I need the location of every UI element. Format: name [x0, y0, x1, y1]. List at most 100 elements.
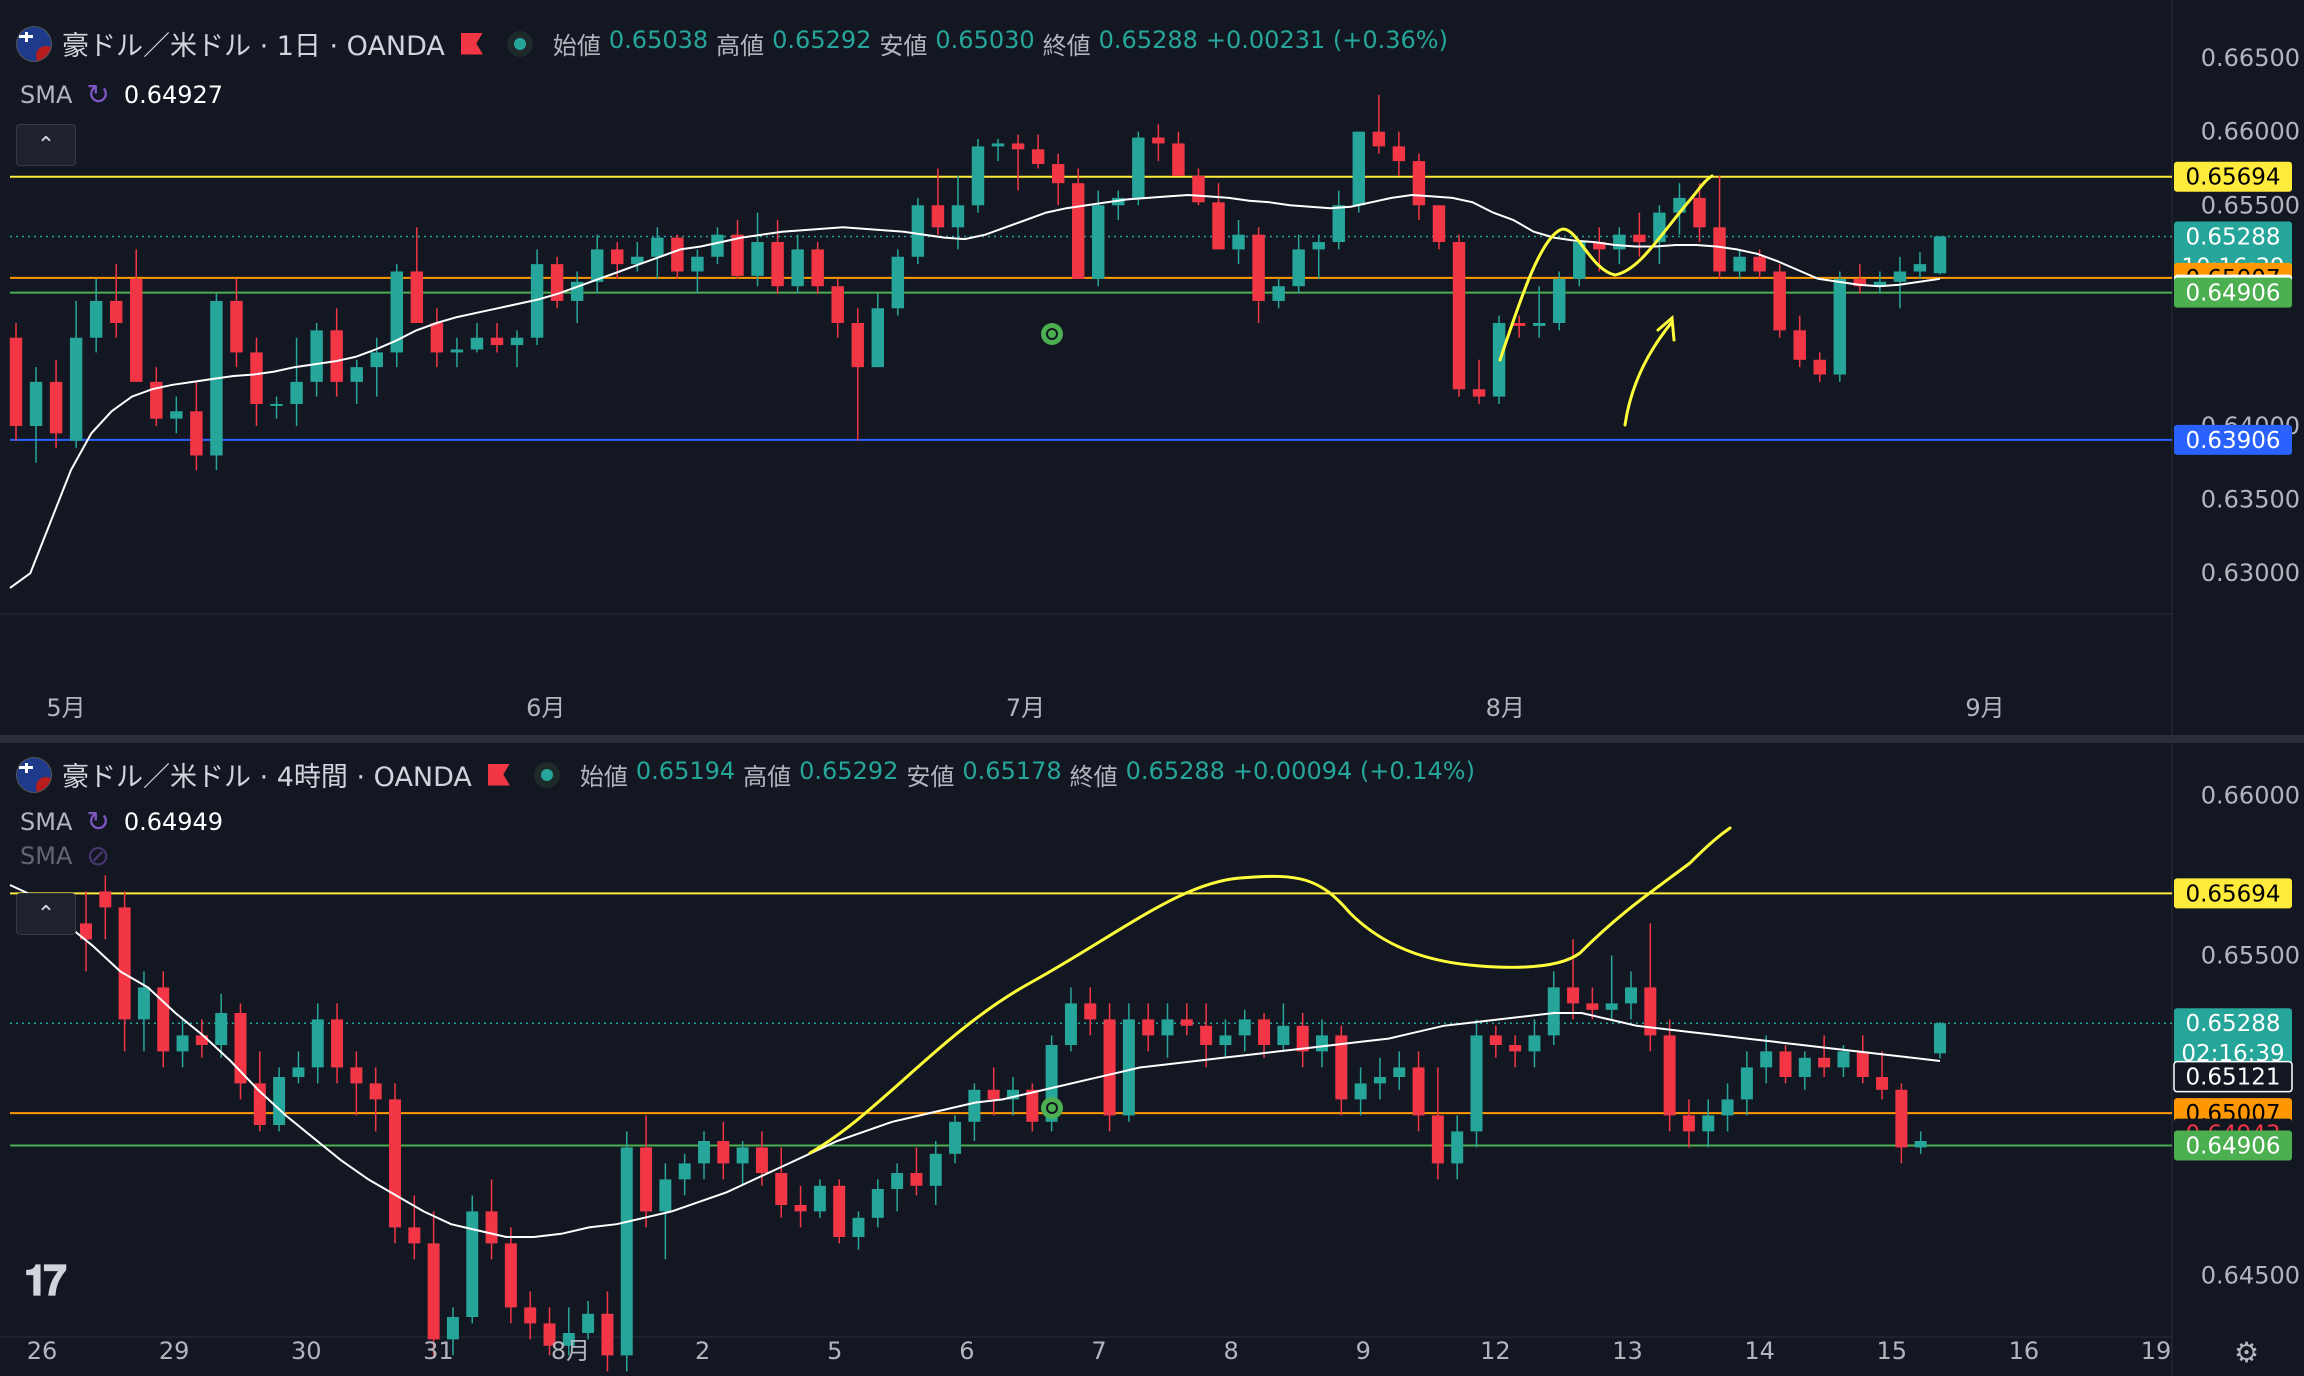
- candle-body: [89, 300, 103, 338]
- candle-body: [9, 337, 23, 427]
- candle-body: [1132, 137, 1145, 198]
- candle-body: [1633, 234, 1646, 243]
- candle-body: [971, 146, 985, 206]
- candle-body: [1103, 1019, 1116, 1116]
- time-axis-label: 6: [959, 1337, 974, 1365]
- candle-body: [891, 1173, 904, 1189]
- candle-body: [1431, 1115, 1444, 1164]
- aud-flag-icon: [16, 25, 52, 62]
- daily-chart-pane[interactable]: 0.665000.660000.655000.640000.635000.630…: [0, 0, 2304, 735]
- price-tag: 0.65694: [2174, 878, 2292, 909]
- time-axis-label: 8月: [551, 1337, 590, 1365]
- time-axis-label: 16: [2009, 1337, 2040, 1365]
- candle-body: [1312, 242, 1325, 250]
- refresh-icon[interactable]: ↻: [86, 78, 110, 111]
- candle-body: [1161, 1019, 1174, 1036]
- candle-body: [1007, 1089, 1019, 1100]
- daily-symbol-title[interactable]: 豪ドル／米ドル · 1日 · OANDA: [62, 31, 445, 62]
- market-status-icon[interactable]: [533, 761, 560, 788]
- sma-line: [9, 884, 1941, 1238]
- h4-symbol-title[interactable]: 豪ドル／米ドル · 4時間 · OANDA: [62, 762, 472, 793]
- candle-body: [253, 1083, 266, 1125]
- candle-body: [1354, 1083, 1367, 1100]
- candle-body: [1051, 164, 1065, 184]
- price-tag-bg: [2174, 878, 2292, 909]
- time-axis-label: 19: [2141, 1337, 2172, 1365]
- candle-body: [1026, 1089, 1039, 1122]
- candle-body: [1489, 1035, 1502, 1045]
- candle-body: [1593, 242, 1606, 250]
- candle-body: [1567, 987, 1580, 1004]
- candle-body: [1296, 1025, 1309, 1052]
- candle-body: [1837, 1051, 1850, 1068]
- candle-body: [987, 1089, 1000, 1100]
- candle-body: [470, 337, 484, 350]
- candle-body: [852, 1217, 865, 1237]
- candle-body: [949, 1121, 962, 1154]
- candle-body: [1031, 149, 1045, 165]
- daily-chart-svg[interactable]: 0.665000.660000.655000.640000.635000.630…: [0, 0, 2304, 735]
- candle-body: [29, 381, 43, 427]
- h4-chart-svg[interactable]: 0.66000 0.65500 0.64500 26 29 30 31 8月 2 5 6 7 8 9 12 1…: [0, 743, 2304, 1376]
- gear-icon[interactable]: ⚙: [2234, 1336, 2260, 1369]
- alarm-icon-face: [1046, 1102, 1058, 1114]
- candle-body: [157, 987, 170, 1052]
- arrow-drawing: [1623, 314, 1676, 427]
- candle-body: [811, 249, 824, 287]
- candle-body: [273, 1077, 286, 1125]
- candle-body: [176, 1035, 189, 1052]
- candle-body: [833, 1185, 846, 1237]
- flag-marker-icon[interactable]: [487, 763, 510, 786]
- h4-chart-pane[interactable]: 0.66000 0.65500 0.64500 26 29 30 31 8月 2 5 6 7 8 9 12 1…: [0, 743, 2304, 1376]
- candle-body: [951, 205, 965, 228]
- candle-body: [1277, 1025, 1290, 1045]
- candle-body: [1200, 1025, 1213, 1045]
- hidden-eye-icon[interactable]: ⊘: [86, 839, 110, 872]
- candle-body: [390, 271, 404, 353]
- refresh-icon[interactable]: ↻: [86, 805, 110, 838]
- flag-marker-icon[interactable]: [460, 32, 483, 55]
- candle-body: [1393, 1067, 1406, 1077]
- candle-body: [851, 323, 864, 368]
- candle-body: [1122, 1019, 1135, 1116]
- candle-body: [1011, 143, 1025, 150]
- candle-body: [678, 1163, 691, 1180]
- sma-line: [9, 193, 1941, 589]
- candle-body: [1292, 249, 1305, 287]
- daily-sma-legend[interactable]: SMA ↻ 0.64927: [20, 78, 224, 111]
- candle-body: [1721, 1099, 1734, 1116]
- pane-divider[interactable]: [0, 735, 2304, 743]
- candle-body: [1232, 234, 1245, 250]
- candle-body: [891, 256, 905, 309]
- candle-body: [1713, 227, 1726, 272]
- price-tag-label: 0.64906: [2185, 281, 2280, 307]
- h4-sma-legend[interactable]: SMA ↻ 0.64949: [20, 805, 224, 838]
- h4-sma2-legend[interactable]: SMA ⊘: [20, 839, 110, 872]
- time-axis-label: 9: [1356, 1337, 1371, 1365]
- candle-body: [49, 381, 63, 434]
- candle-body: [611, 249, 624, 265]
- candle-body: [350, 367, 363, 382]
- candle-body: [330, 330, 343, 382]
- candle-body: [524, 1307, 537, 1324]
- price-axis-label: 0.65500: [2201, 191, 2300, 219]
- candle-body: [1071, 183, 1085, 279]
- candle-body: [543, 1323, 556, 1346]
- candle-body: [150, 381, 163, 419]
- candle-body: [1332, 205, 1345, 243]
- market-status-icon[interactable]: [506, 30, 533, 57]
- candle-body: [466, 1211, 479, 1317]
- candle-body: [659, 1179, 672, 1212]
- time-axis-label: 6月: [526, 694, 565, 722]
- candle-body: [1793, 330, 1806, 360]
- price-axis-label: 0.66000: [2201, 781, 2300, 809]
- candle-body: [1682, 1115, 1695, 1132]
- candle-body: [1532, 323, 1546, 326]
- collapse-legend-button[interactable]: ⌃: [16, 893, 76, 935]
- collapse-legend-button[interactable]: ⌃: [16, 124, 76, 166]
- candle-body: [1833, 278, 1847, 375]
- candle-body: [450, 349, 464, 353]
- candle-body: [1552, 278, 1566, 323]
- candle-body: [1663, 1035, 1676, 1116]
- time-axis-label: 30: [291, 1337, 322, 1365]
